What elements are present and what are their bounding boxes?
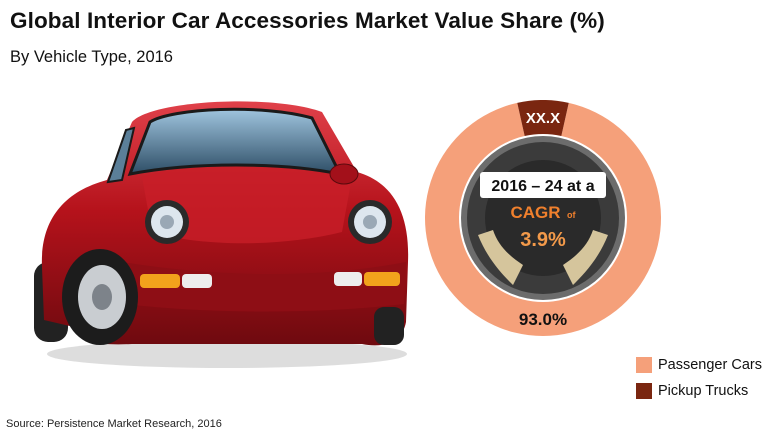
legend-swatch-pickup-trucks [636, 383, 652, 399]
chart-legend: Passenger Cars Pickup Trucks [636, 352, 762, 404]
donut-slice-pickup-trucks [517, 100, 569, 137]
data-label-passenger-cars: 93.0% [519, 310, 567, 329]
center-period-text: 2016 – 24 at a [491, 178, 594, 195]
legend-label-passenger-cars: Passenger Cars [658, 357, 762, 373]
legend-item-passenger-cars: Passenger Cars [636, 352, 762, 378]
donut-chart: 2016 – 24 at a CAGR of 3.9% 93.0% XX.X [425, 100, 661, 336]
chart-subtitle: By Vehicle Type, 2016 [10, 48, 173, 66]
chart-title: Global Interior Car Accessories Market V… [10, 8, 605, 33]
sports-car-illustration [34, 101, 409, 368]
source-note: Source: Persistence Market Research, 201… [6, 418, 222, 430]
svg-text:CAGR of: CAGR of [510, 203, 576, 222]
legend-label-pickup-trucks: Pickup Trucks [658, 383, 749, 399]
legend-swatch-passenger-cars [636, 357, 652, 373]
cagr-label: CAGR [510, 203, 560, 222]
cagr-of-label: of [567, 210, 576, 220]
data-label-pickup-trucks: XX.X [526, 110, 560, 127]
cagr-value: 3.9% [520, 229, 566, 251]
legend-item-pickup-trucks: Pickup Trucks [636, 378, 762, 404]
